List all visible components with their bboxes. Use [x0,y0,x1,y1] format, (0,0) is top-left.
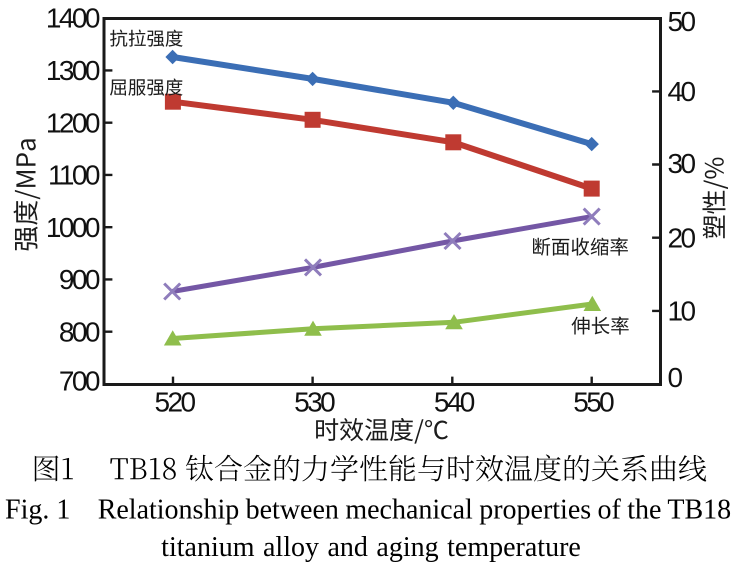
svg-text:800: 800 [59,316,100,347]
svg-text:1300: 1300 [46,55,100,86]
svg-text:540: 540 [434,386,475,417]
svg-text:1400: 1400 [46,3,100,34]
svg-text:0: 0 [668,362,683,393]
svg-text:700: 700 [59,366,100,397]
svg-text:1200: 1200 [46,107,100,138]
svg-text:Relationship between mechanica: Relationship between mechanical properti… [98,495,731,526]
svg-text:20: 20 [668,222,696,253]
svg-text:30: 30 [668,148,696,179]
svg-text:900: 900 [59,264,100,295]
svg-text:530: 530 [294,386,335,417]
svg-text:1100: 1100 [48,160,100,191]
svg-text:50: 50 [668,6,696,37]
svg-text:40: 40 [668,76,696,107]
svg-text:550: 550 [573,386,614,417]
svg-text:1000: 1000 [46,212,100,243]
svg-text:titanium alloy and aging tempe: titanium alloy and aging temperature [161,532,581,563]
svg-text:Fig. 1: Fig. 1 [5,495,70,526]
svg-text:10: 10 [668,296,696,327]
svg-text:520: 520 [155,386,196,417]
